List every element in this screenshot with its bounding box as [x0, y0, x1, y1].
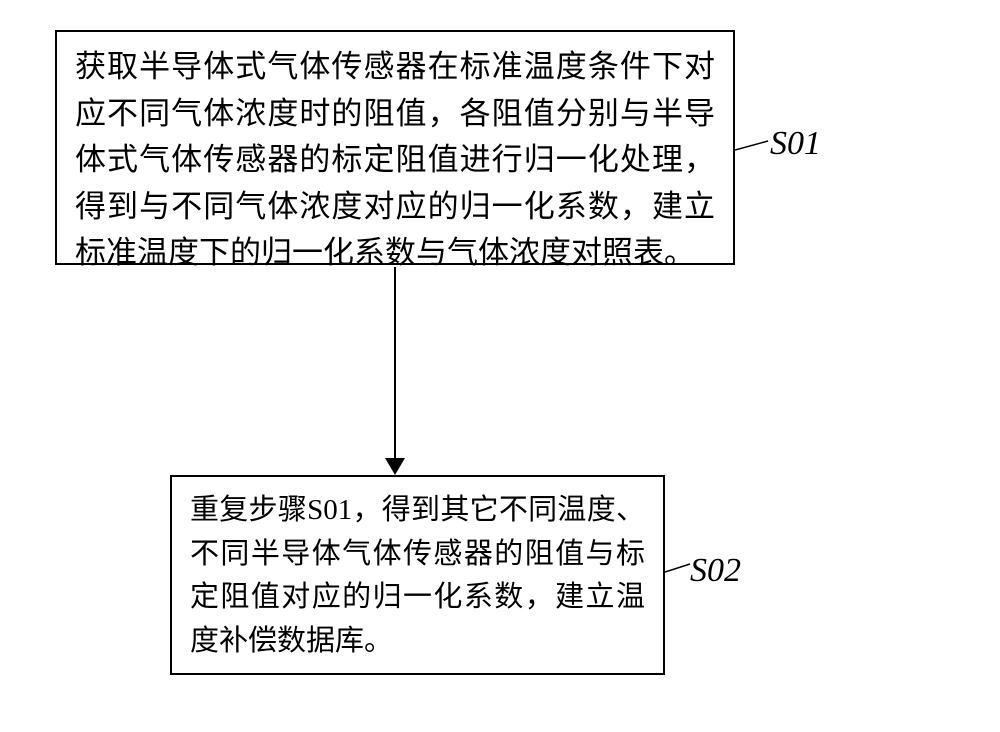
step-text-s02: 重复步骤S01，得到其它不同温度、不同半导体气体传感器的阻值与标定阻值对应的归一… — [190, 489, 645, 663]
flow-arrow-line — [394, 267, 396, 462]
step-text-s01: 获取半导体式气体传感器在标准温度条件下对应不同气体浓度时的阻值，各阻值分别与半导… — [75, 44, 715, 277]
flow-arrow-head — [385, 458, 405, 475]
step-box-s01: 获取半导体式气体传感器在标准温度条件下对应不同气体浓度时的阻值，各阻值分别与半导… — [55, 30, 735, 265]
step-box-s02: 重复步骤S01，得到其它不同温度、不同半导体气体传感器的阻值与标定阻值对应的归一… — [170, 475, 665, 675]
label-connector-s01 — [735, 138, 770, 153]
label-connector-s02 — [665, 560, 693, 575]
step-label-s01: S01 — [770, 125, 821, 163]
flowchart-container: 获取半导体式气体传感器在标准温度条件下对应不同气体浓度时的阻值，各阻值分别与半导… — [0, 0, 1000, 732]
step-label-s02: S02 — [690, 552, 741, 590]
